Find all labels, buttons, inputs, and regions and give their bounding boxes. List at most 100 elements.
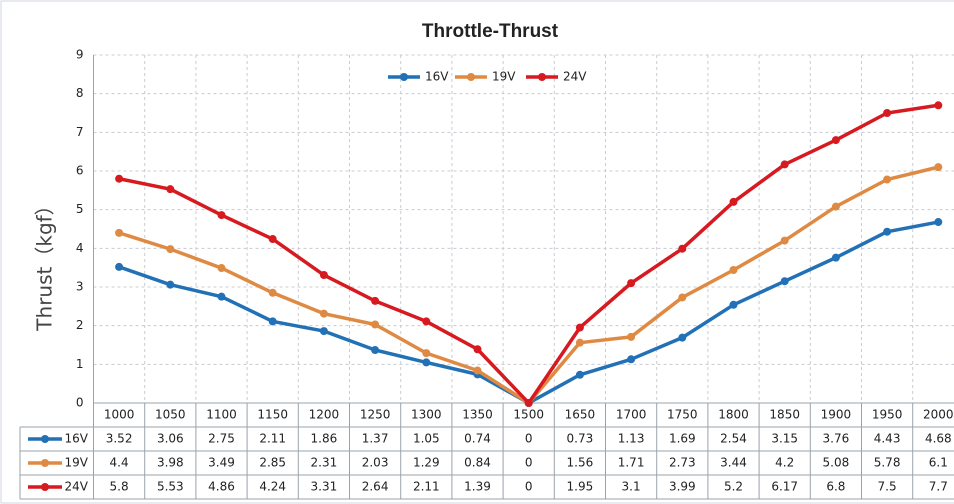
point [831,202,840,211]
chart-title: Throttle-Thrust [422,21,559,42]
y-tick-label: 0 [76,396,84,410]
table-value: 1.37 [362,432,389,446]
point [268,235,277,244]
point [473,345,482,354]
table-value: 5.08 [823,456,850,470]
x-tick-label: 1250 [360,408,391,422]
y-tick-label: 9 [76,48,84,62]
point [166,245,175,254]
table-value: 3.06 [157,432,184,446]
x-tick-label: 1950 [872,408,903,422]
x-tick-label: 1750 [667,408,698,422]
point [780,277,789,286]
table-value: 1.29 [413,456,440,470]
table-value: 3.49 [208,456,235,470]
table-value: 0 [525,432,533,446]
y-tick-label: 2 [76,318,84,332]
table-series-name: 19V [65,456,89,470]
x-tick-label: 1350 [462,408,493,422]
x-tick-label: 1850 [769,408,800,422]
table-value: 5.8 [110,480,129,494]
x-tick-label: 1150 [257,408,288,422]
table-key-marker [41,459,49,467]
table-value: 1.71 [618,456,645,470]
point [319,309,328,318]
x-tick-label: 1050 [155,408,186,422]
point [934,101,943,110]
table-value: 2.11 [413,480,440,494]
table-value: 0 [525,456,533,470]
point [524,399,533,407]
table-value: 7.7 [929,480,948,494]
table-value: 3.1 [622,480,641,494]
y-tick-label: 6 [76,164,84,178]
x-tick-label: 1500 [513,408,544,422]
point [729,265,738,274]
table-value: 6.1 [929,456,948,470]
legend-label: 19V [492,70,516,84]
table-value: 3.98 [157,456,184,470]
point [575,338,584,347]
table-series-name: 16V [65,432,89,446]
point [319,327,328,336]
point [678,333,687,342]
point [422,349,431,358]
point [371,320,380,329]
point [115,174,124,183]
table-value: 0.84 [464,456,491,470]
table-key-marker [41,483,49,491]
x-tick-label: 1200 [309,408,340,422]
point [831,136,840,145]
x-tick-label: 1900 [821,408,852,422]
table-value: 5.78 [874,456,901,470]
table-value: 1.05 [413,432,440,446]
point [268,288,277,297]
point [934,163,943,172]
point [883,227,892,236]
point [115,262,124,271]
point [166,280,175,289]
point [268,317,277,326]
point [883,175,892,184]
legend-label: 24V [563,70,587,84]
y-axis-label: Thrust（kgf） [33,195,57,331]
table-value: 2.73 [669,456,696,470]
point [422,317,431,326]
table-value: 6.17 [771,480,798,494]
point [934,218,943,227]
table-value: 4.43 [874,432,901,446]
table-value: 1.95 [567,480,594,494]
point [729,197,738,206]
legend-label: 16V [425,70,449,84]
table-value: 0 [525,480,533,494]
point [473,366,482,375]
table-value: 3.15 [771,432,798,446]
table-value: 7.5 [878,480,897,494]
point [627,355,636,364]
point [115,228,124,237]
table-value: 1.56 [567,456,594,470]
y-tick-label: 5 [76,202,84,216]
table-value: 0.73 [567,432,594,446]
table-value: 2.11 [259,432,286,446]
point [678,293,687,302]
table-value: 3.52 [106,432,133,446]
table-value: 5.53 [157,480,184,494]
table-value: 4.2 [775,456,794,470]
y-tick-label: 3 [76,280,84,294]
x-tick-label: 1300 [411,408,442,422]
table-value: 1.86 [311,432,338,446]
point [319,271,328,280]
point [627,279,636,288]
table-value: 3.44 [720,456,747,470]
table-value: 2.54 [720,432,747,446]
table-value: 4.68 [925,432,952,446]
point [627,332,636,341]
table-value: 4.86 [208,480,235,494]
table-value: 2.85 [259,456,286,470]
table-value: 3.31 [311,480,338,494]
table-value: 3.99 [669,480,696,494]
x-tick-label: 1000 [104,408,135,422]
point [831,253,840,262]
